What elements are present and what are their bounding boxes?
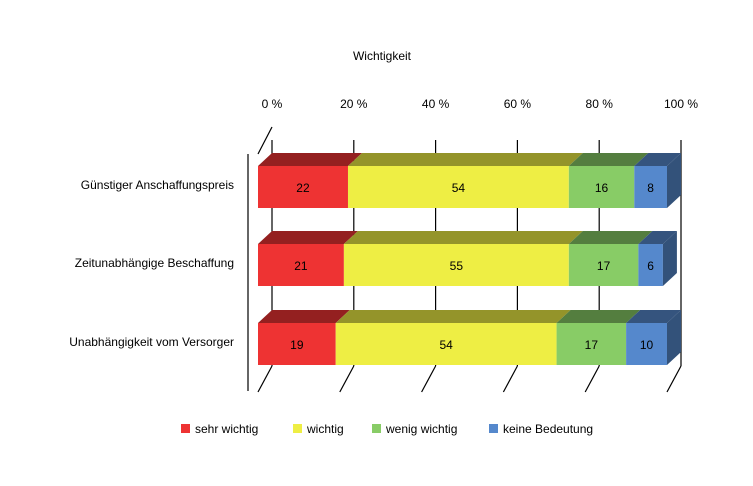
- data-label: 17: [585, 338, 599, 352]
- category-label: Günstiger Anschaffungspreis: [81, 178, 234, 192]
- gridline-floor: [421, 365, 437, 393]
- data-label: 55: [450, 259, 464, 273]
- legend-item: wenig wichtig: [372, 422, 457, 436]
- data-label: 21: [294, 259, 308, 273]
- legend-swatch: [372, 424, 381, 433]
- bar-segment: 16: [568, 153, 649, 208]
- gridline-floor: [339, 365, 355, 393]
- bar: [335, 323, 557, 365]
- data-label: 17: [597, 259, 611, 273]
- legend-item: sehr wichtig: [181, 422, 258, 436]
- legend: sehr wichtig wichtig wenig wichtig keine Be…: [181, 422, 593, 436]
- data-label: 10: [640, 338, 654, 352]
- x-tick-label: 60 %: [504, 97, 532, 111]
- bar-segment: 21: [258, 231, 358, 286]
- data-label: 19: [290, 338, 304, 352]
- gridline-floor: [666, 365, 682, 393]
- data-label: 8: [647, 181, 654, 195]
- bar-segment: 54: [335, 310, 571, 365]
- data-label: 54: [439, 338, 453, 352]
- bar: [258, 166, 348, 208]
- bar-top-face: [634, 153, 681, 166]
- bar-top-face: [258, 310, 350, 323]
- bar: [347, 166, 569, 208]
- bar-top-face: [343, 231, 583, 244]
- legend-item: wichtig: [293, 422, 344, 436]
- bar-top-face: [258, 231, 358, 244]
- gridline-floor: [502, 365, 518, 393]
- bar-segment: 10: [626, 310, 681, 365]
- gridline-floor: [257, 365, 273, 393]
- bar: [258, 323, 336, 365]
- legend-item: keine Bedeutung: [489, 422, 593, 436]
- bar-top-face: [258, 153, 362, 166]
- bar: [626, 323, 667, 365]
- bar-segment: 19: [258, 310, 350, 365]
- bar: [258, 244, 344, 286]
- x-tick-label: 80 %: [586, 97, 614, 111]
- category-label: Unabhängigkeit vom Versorger: [69, 335, 234, 349]
- data-label: 22: [296, 181, 310, 195]
- bar-segment: 22: [258, 153, 362, 208]
- bar-segment: 8: [634, 153, 681, 208]
- x-tick-label: 40 %: [422, 97, 450, 111]
- legend-swatch: [181, 424, 190, 433]
- legend-label: keine Bedeutung: [503, 422, 593, 436]
- bar: [556, 323, 627, 365]
- wall-edge: [257, 126, 273, 155]
- bar: [638, 244, 663, 286]
- bar-top-face: [638, 231, 677, 244]
- bar-side-face: [667, 310, 681, 365]
- bar-top-face: [568, 231, 653, 244]
- bar-top-face: [335, 310, 571, 323]
- bars-layer: 22 54 16 8 21 55 17 6 19 54 17 10: [258, 153, 681, 365]
- bar-top-face: [626, 310, 681, 323]
- bar: [568, 166, 635, 208]
- chart-title: Wichtigkeit: [353, 49, 412, 63]
- legend-swatch: [293, 424, 302, 433]
- bar-top-face: [347, 153, 583, 166]
- bar-segment: 6: [638, 231, 677, 286]
- data-label: 16: [595, 181, 609, 195]
- bar: [343, 244, 569, 286]
- legend-label: wichtig: [306, 422, 344, 436]
- bar-segment: 55: [343, 231, 583, 286]
- bar: [568, 244, 639, 286]
- bar-top-face: [556, 310, 641, 323]
- data-label: 6: [647, 259, 654, 273]
- bar-side-face: [667, 153, 681, 208]
- category-label: Zeitunabhängige Beschaffung: [75, 256, 234, 270]
- legend-label: wenig wichtig: [385, 422, 457, 436]
- bar-side-face: [662, 231, 677, 286]
- bar-segment: 17: [556, 310, 641, 365]
- x-tick-label: 100 %: [664, 97, 698, 111]
- bar-segment: 54: [347, 153, 583, 208]
- legend-swatch: [489, 424, 498, 433]
- gridline-floor: [584, 365, 600, 393]
- bar-segment: 17: [568, 231, 653, 286]
- bar: [634, 166, 667, 208]
- x-tick-label: 20 %: [340, 97, 368, 111]
- x-tick-label: 0 %: [262, 97, 283, 111]
- data-label: 54: [452, 181, 466, 195]
- bar-top-face: [568, 153, 649, 166]
- legend-label: sehr wichtig: [195, 422, 258, 436]
